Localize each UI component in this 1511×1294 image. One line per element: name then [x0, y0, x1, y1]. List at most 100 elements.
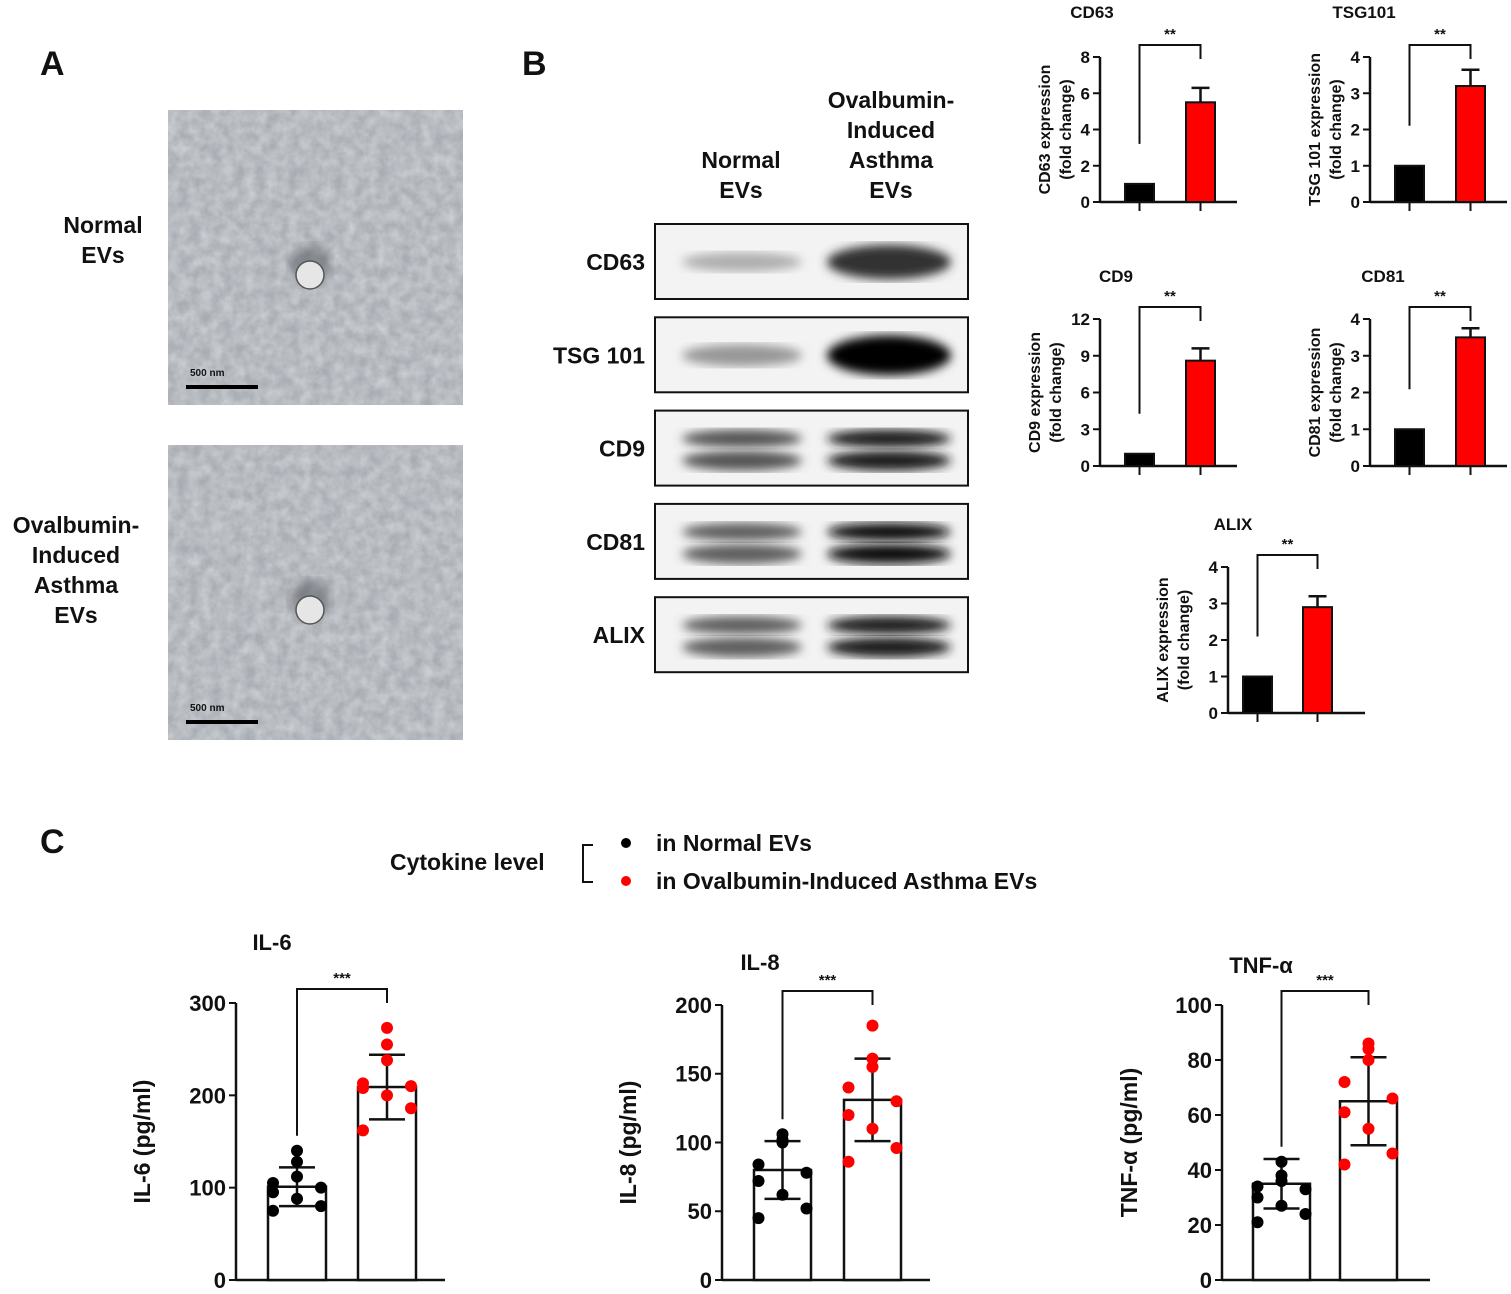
data-point-asthma [1362, 1043, 1375, 1055]
significance-label: *** [1316, 972, 1334, 989]
scale-bar-label: 500 nm [190, 368, 225, 379]
y-tick-label: 2 [1081, 157, 1090, 176]
data-point-normal [291, 1170, 303, 1183]
bar-normal [1394, 428, 1425, 467]
y-tick-label: 8 [1081, 48, 1090, 67]
row-label-line: Ovalbumin- [13, 512, 140, 538]
significance-label: *** [819, 972, 837, 989]
chart-il-6: IL-6 0 100 200 300 IL-6 (pg/ml) *** [129, 930, 445, 1293]
blot-frame [654, 502, 969, 580]
y-tick-label: 3 [1209, 595, 1218, 614]
y-tick-label: 1 [1209, 668, 1218, 687]
y-tick-label: 4 [1209, 558, 1219, 577]
column-header-line: Ovalbumin- [828, 87, 955, 113]
legend-bracket [582, 844, 593, 883]
scale-bar-label: 500 nm [190, 703, 225, 714]
protein-band-lower [827, 543, 951, 564]
data-point-normal [1251, 1180, 1264, 1193]
panel-label-b: B [522, 45, 547, 83]
y-axis-label: TNF-α (pg/ml) [1116, 1068, 1142, 1218]
chart-title: CD9 [1099, 267, 1133, 286]
y-axis-label: CD9 expression [1027, 332, 1044, 453]
protein-band [682, 252, 802, 272]
blot-frame [654, 409, 969, 487]
data-point-asthma [381, 1054, 393, 1067]
significance-bracket [296, 988, 388, 1136]
y-tick-label: 300 [189, 991, 226, 1016]
legend-title: Cytokine level [390, 849, 545, 875]
chart-title: CD81 [1361, 267, 1404, 286]
y-axis-label: (fold change) [1048, 342, 1065, 442]
column-header-line: Asthma [849, 147, 934, 173]
chart-alix: ALIX 0 1 2 3 4 ALIX expression (fold change) ** [1155, 515, 1365, 723]
y-tick-label: 200 [675, 993, 712, 1018]
protein-band [827, 335, 951, 376]
significance-label: ** [1434, 288, 1446, 305]
data-point-asthma [381, 1021, 393, 1034]
y-tick-label: 100 [675, 1130, 712, 1155]
row-label-line: EVs [81, 242, 124, 268]
data-point-normal [267, 1177, 279, 1190]
chart-cd81: CD81 0 1 2 3 4 CD81 expression (fold change) ** [1307, 267, 1507, 476]
y-tick-label: 0 [1209, 704, 1218, 723]
chart-cd9: CD9 0 3 6 9 12 CD9 expression (fold change) ** [1027, 267, 1237, 476]
data-point-normal [1251, 1216, 1264, 1229]
data-point-asthma [1386, 1092, 1399, 1105]
extracellular-vesicle [295, 260, 325, 290]
significance-bracket [1138, 44, 1202, 144]
bar-asthma [1185, 359, 1216, 467]
significance-bracket [781, 990, 874, 1120]
column-header-line: Induced [847, 117, 935, 143]
significance-label: *** [333, 970, 351, 987]
significance-label: ** [1282, 536, 1294, 553]
data-point-asthma [357, 1124, 369, 1137]
data-point-asthma [842, 1109, 855, 1121]
y-tick-label: 1 [1351, 157, 1360, 176]
y-axis-label: CD63 expression [1037, 65, 1054, 195]
data-point-asthma [866, 1122, 879, 1135]
column-header-line: EVs [869, 177, 912, 203]
data-point-normal [752, 1175, 765, 1187]
y-tick-label: 3 [1081, 420, 1090, 439]
y-tick-label: 80 [1188, 1048, 1212, 1073]
data-point-asthma [1386, 1147, 1399, 1160]
data-point-asthma [866, 1052, 879, 1065]
y-tick-label: 3 [1351, 84, 1360, 103]
data-point-normal [291, 1155, 303, 1168]
row-label-line: Normal [63, 212, 142, 238]
protein-band-upper [827, 616, 951, 635]
data-point-asthma [381, 1038, 393, 1051]
y-tick-label: 2 [1351, 384, 1360, 403]
chart-tnf-: TNF-α 0 20 40 60 80 100 TNF-α (pg/ml) *** [1116, 953, 1430, 1293]
protein-band-upper [682, 429, 802, 448]
legend: Cytokine level in Normal EVs in Ovalbumi… [390, 830, 1037, 894]
y-tick-label: 12 [1071, 310, 1090, 329]
data-point-asthma [866, 1019, 879, 1032]
y-tick-label: 100 [189, 1176, 226, 1201]
data-point-normal [1275, 1175, 1288, 1187]
row-label-line: EVs [54, 602, 97, 628]
y-tick-label: 4 [1351, 48, 1361, 67]
y-tick-label: 4 [1081, 121, 1091, 140]
y-tick-label: 9 [1081, 347, 1090, 366]
y-tick-label: 2 [1209, 631, 1218, 650]
blot-label: CD9 [599, 436, 645, 462]
y-axis-label: IL-8 (pg/ml) [615, 1081, 641, 1205]
data-point-normal [1275, 1199, 1288, 1212]
data-point-asthma [1338, 1158, 1351, 1171]
y-tick-label: 0 [700, 1268, 712, 1293]
y-tick-label: 0 [1351, 193, 1360, 212]
column-header-line: EVs [719, 177, 762, 203]
y-tick-label: 0 [1081, 193, 1090, 212]
y-tick-label: 0 [1200, 1268, 1212, 1293]
y-axis-label: (fold change) [1328, 79, 1345, 179]
data-point-normal [1251, 1191, 1264, 1204]
y-tick-label: 0 [1081, 457, 1090, 476]
bar-normal [1124, 182, 1155, 203]
data-point-asthma [357, 1081, 369, 1094]
data-point-normal [267, 1204, 279, 1217]
y-axis-label: IL-6 (pg/ml) [129, 1080, 155, 1204]
blot-label: CD81 [586, 529, 645, 555]
protein-band-lower [827, 450, 951, 471]
